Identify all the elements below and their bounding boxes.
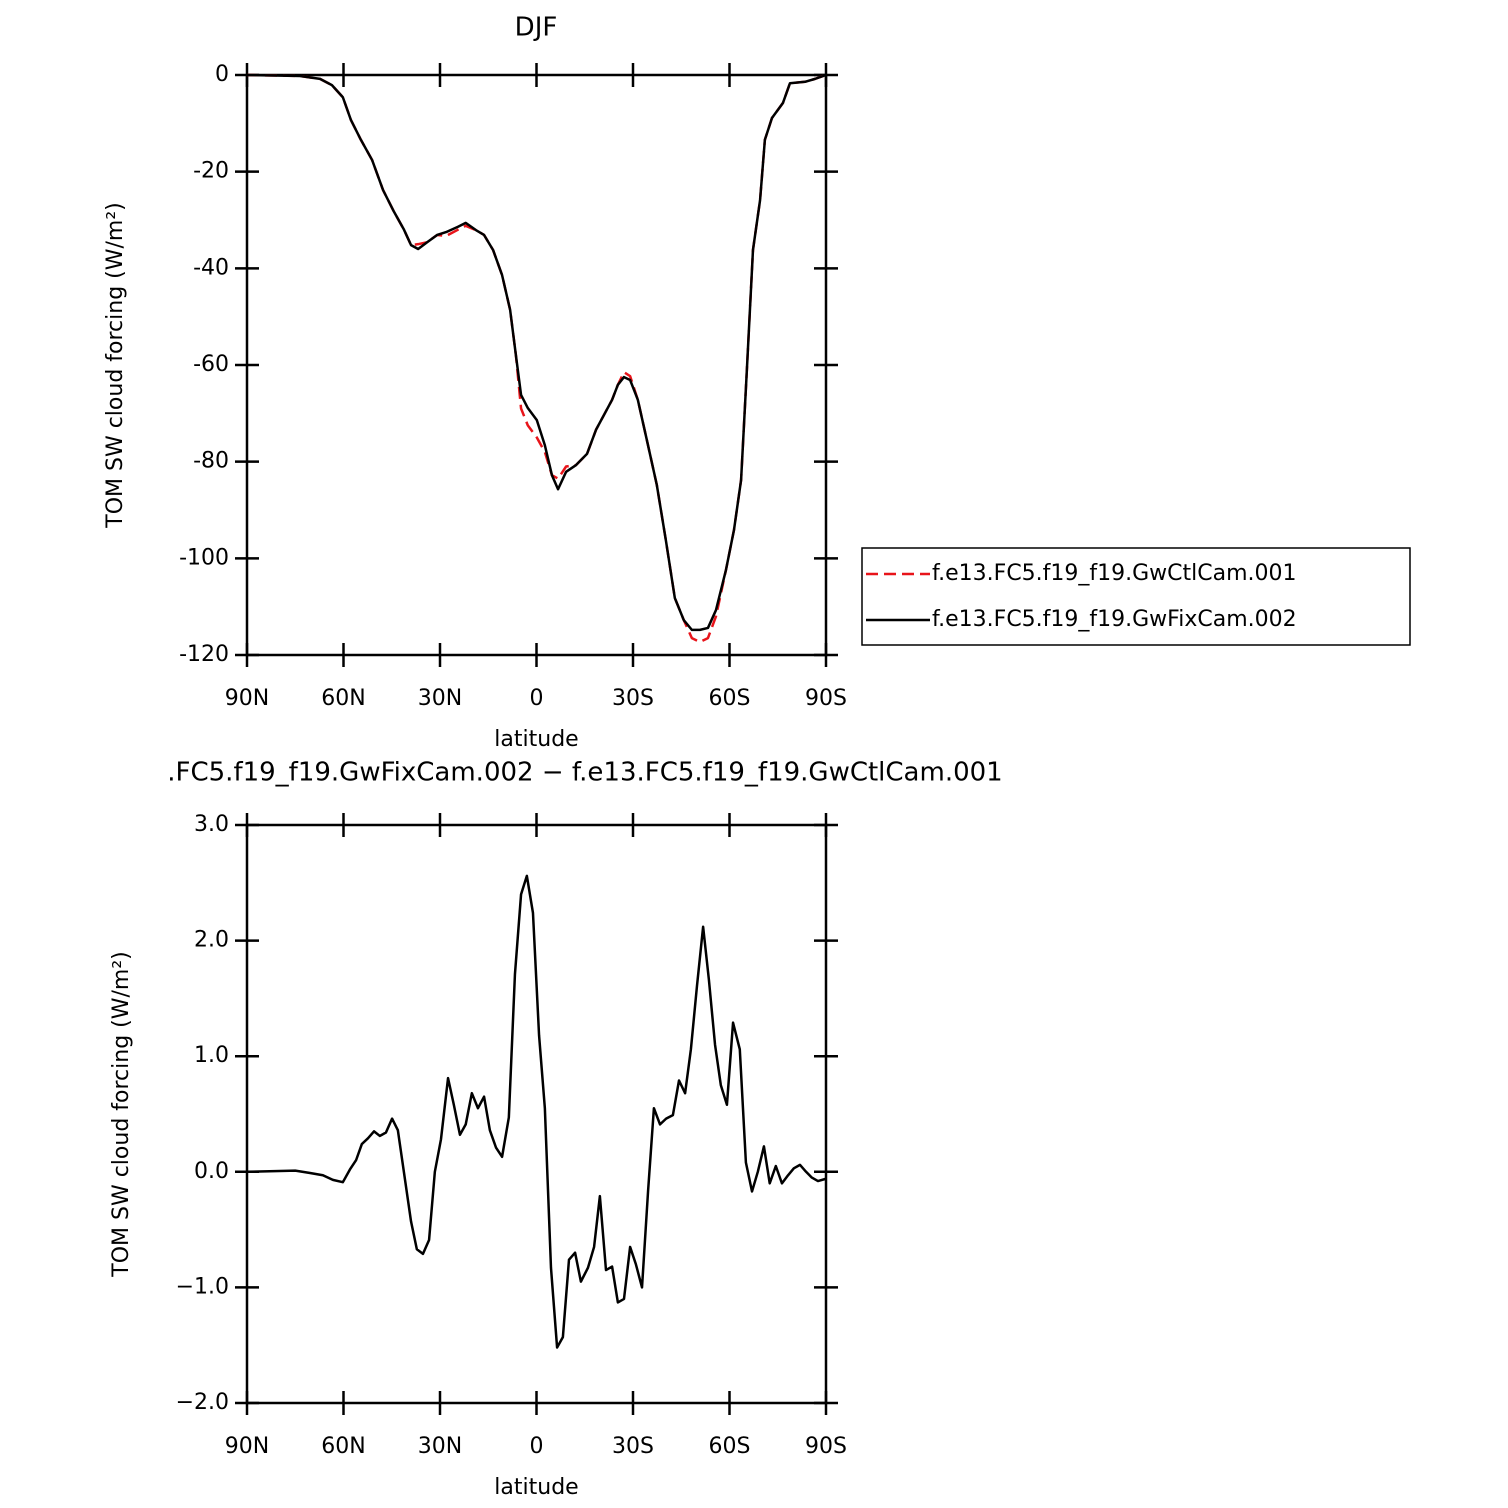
chart-title: DJF [515,13,558,43]
y-tick-label: 3.0 [194,812,229,837]
plot-frame [245,73,828,657]
x-tick-label: 60S [709,686,751,711]
y-tick-label: -20 [193,159,229,184]
y-tick-label: -80 [193,449,229,474]
y-tick-label: -120 [179,642,229,667]
x-tick-label: 90S [805,1434,847,1459]
y-tick-label: -60 [193,352,229,377]
y-tick-label: 0 [215,62,229,87]
x-tick-label: 60N [321,1434,365,1459]
y-tick-label: -40 [193,255,229,280]
y-tick-label: 1.0 [194,1043,229,1068]
x-tick-label: 60N [321,686,365,711]
x-tick-label: 90N [225,686,269,711]
legend-box [861,547,1411,646]
y-axis-label: TOM SW cloud forcing (W/m²) [109,951,134,1277]
y-tick-label: −1.0 [176,1274,229,1299]
x-tick-label: 60S [709,1434,751,1459]
plot-frame [245,823,828,1405]
y-tick-label: 2.0 [194,928,229,953]
data-line [246,73,827,644]
x-tick-label: 30N [418,686,462,711]
data-line [246,73,827,632]
x-tick-label: 0 [530,686,544,711]
x-tick-label: 0 [530,1434,544,1459]
y-tick-label: -100 [179,545,229,570]
chart-title: .FC5.f19_f19.GwFixCam.002 − f.e13.FC5.f1… [167,758,1002,788]
x-tick-label: 30S [612,1434,654,1459]
y-tick-label: 0.0 [194,1159,229,1184]
legend-label: f.e13.FC5.f19_f19.GwFixCam.002 [932,607,1297,632]
x-axis-label: latitude [494,1475,578,1500]
y-axis-label: TOM SW cloud forcing (W/m²) [103,202,128,528]
x-tick-label: 30S [612,686,654,711]
y-tick-label: −2.0 [176,1390,229,1415]
data-line [246,874,827,1349]
x-tick-label: 90S [805,686,847,711]
x-tick-label: 90N [225,1434,269,1459]
x-axis-label: latitude [494,727,578,752]
x-tick-label: 30N [418,1434,462,1459]
legend-label: f.e13.FC5.f19_f19.GwCtlCam.001 [932,561,1297,586]
